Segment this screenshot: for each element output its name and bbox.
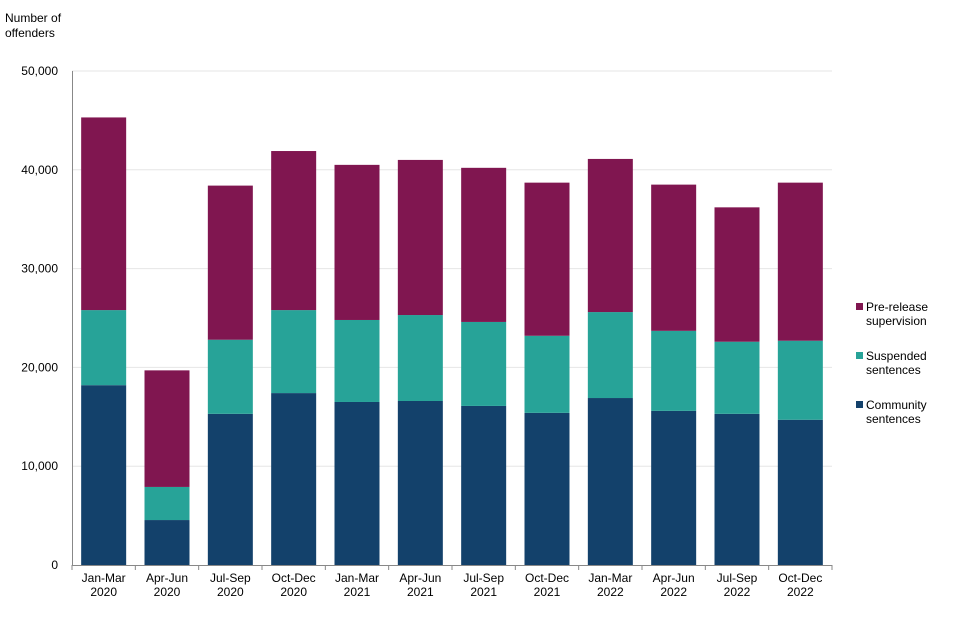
bar-segment-0 [81,385,127,565]
bar-segment-1 [397,315,443,401]
bar-segment-2 [524,182,570,336]
legend-swatch [856,401,863,408]
x-tick-label: 2021 [407,585,434,599]
bar-segment-1 [144,486,190,521]
x-tick-label: Jul-Sep [463,571,504,585]
x-tick-label: 2020 [90,585,117,599]
legend-swatch [856,352,863,359]
x-tick-label: 2022 [597,585,624,599]
x-tick-label: 2022 [660,585,687,599]
bar-segment-2 [334,164,380,320]
bar-segment-1 [81,310,127,386]
x-tick-label: 2020 [280,585,307,599]
bar-segment-0 [461,405,507,565]
y-tick-label: 10,000 [21,459,58,473]
x-tick-label: 2022 [724,585,751,599]
x-tick-label: 2022 [787,585,814,599]
x-tick-label: Oct-Dec [272,571,316,585]
x-tick-label: Apr-Jun [653,571,695,585]
bar-segment-2 [271,151,317,311]
bar-segment-1 [461,321,507,406]
legend-label: Suspended [866,349,927,363]
x-tick-label: 2020 [217,585,244,599]
bar-segment-1 [651,330,697,411]
bar-segment-1 [714,341,760,414]
bar-segment-0 [587,398,633,565]
legend-label: sentences [866,363,921,377]
bar-segment-1 [207,339,253,414]
x-tick-label: Jul-Sep [717,571,758,585]
bar-segment-0 [271,393,317,565]
bar-segment-0 [777,419,823,565]
legend-swatch [856,303,863,310]
bar-segment-1 [524,335,570,413]
bar-segment-2 [461,167,507,322]
bar-segment-0 [524,412,570,565]
x-tick-label: Jan-Mar [82,571,126,585]
bar-segment-0 [207,413,253,565]
legend-label: supervision [866,314,927,328]
y-tick-label: 50,000 [21,64,58,78]
x-tick-label: Apr-Jun [399,571,441,585]
x-tick-label: 2020 [154,585,181,599]
y-tick-label: 40,000 [21,163,58,177]
y-tick-label: 0 [51,558,58,572]
bar-segment-2 [207,185,253,340]
x-tick-label: Jan-Mar [588,571,632,585]
bar-segment-2 [397,159,443,316]
bar-segment-0 [714,413,760,565]
bar-segment-2 [587,158,633,313]
bar-segment-1 [587,312,633,399]
x-tick-label: 2021 [344,585,371,599]
bar-segment-0 [651,410,697,565]
y-axis-label: Number of [5,11,62,25]
bar-segment-2 [714,207,760,342]
bar-segment-2 [144,370,190,487]
x-tick-label: 2021 [470,585,497,599]
y-tick-label: 20,000 [21,360,58,374]
bar-segment-2 [651,184,697,331]
bar-segment-0 [334,401,380,565]
legend-label: Pre-release [866,300,928,314]
bar-segment-1 [777,340,823,420]
y-axis-label: offenders [5,26,55,40]
bar-segment-2 [777,182,823,341]
x-tick-label: 2021 [534,585,561,599]
legend-label: sentences [866,412,921,426]
y-tick-label: 30,000 [21,262,58,276]
x-tick-label: Oct-Dec [778,571,822,585]
legend-label: Community [866,398,927,412]
bar-segment-1 [334,319,380,402]
bar-segment-1 [271,310,317,394]
x-tick-label: Oct-Dec [525,571,569,585]
x-tick-label: Jan-Mar [335,571,379,585]
bar-segment-0 [397,400,443,565]
bar-segment-2 [81,117,127,311]
bar-segment-0 [144,520,190,565]
x-tick-label: Jul-Sep [210,571,251,585]
x-tick-label: Apr-Jun [146,571,188,585]
